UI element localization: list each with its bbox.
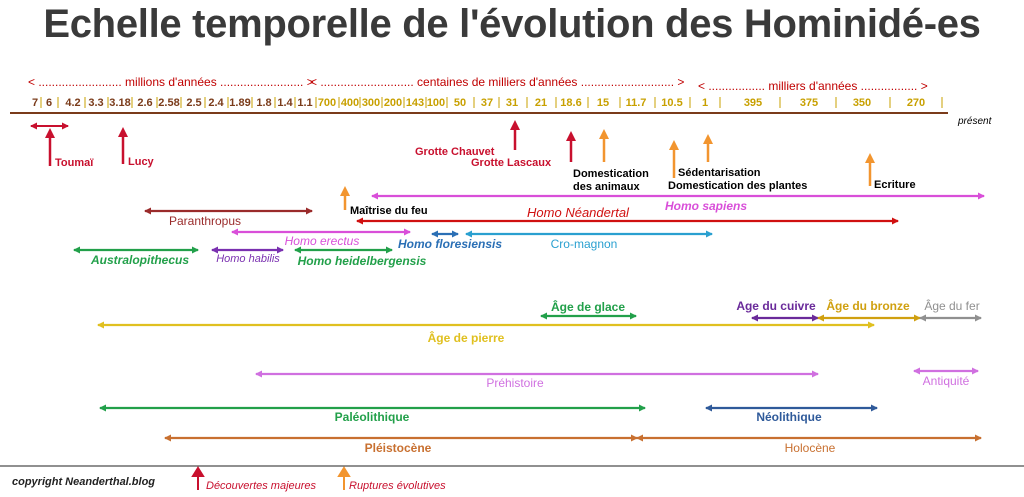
tick-label: 15 <box>597 97 609 109</box>
rupture-arrow-head <box>599 129 609 139</box>
tick-label: 400 <box>341 97 359 109</box>
homo-habilis-bar-label: Homo habilis <box>216 253 280 265</box>
discovery-label: Grotte Chauvet <box>415 146 495 158</box>
prehistoire-bar-label: Préhistoire <box>486 376 544 390</box>
tick-label: 395 <box>744 97 762 109</box>
age-du-cuivre-bar-label: Age du cuivre <box>736 299 816 313</box>
tick-label: 3.18 <box>109 97 130 109</box>
tick-label: 2.6 <box>137 97 152 109</box>
paleolithique-bar-label: Paléolithique <box>335 410 410 424</box>
legend-ruptures-arrow <box>337 466 351 490</box>
discovery-label: Toumaï <box>55 157 94 169</box>
homo-neandertal-bar-label: Homo Néandertal <box>527 205 630 220</box>
rupture-arrow-head <box>865 153 875 163</box>
tick-label: 1.89 <box>229 97 250 109</box>
rupture-label: Ecriture <box>874 179 916 191</box>
rupture-label: Sédentarisation <box>678 167 761 179</box>
legend-discoveries-label: Découvertes majeures <box>206 480 317 492</box>
tick-label: 300 <box>362 97 380 109</box>
age-de-glace-bar-label: Âge de glace <box>551 299 625 314</box>
tick-label: 1.8 <box>256 97 271 109</box>
australopithecus-bar-label: Australopithecus <box>90 253 189 267</box>
diagram-title: Echelle temporelle de l'évolution des Ho… <box>43 2 981 46</box>
header-hundreds-thousands: < ............................ centaines… <box>310 75 684 89</box>
tick-label: 31 <box>506 97 518 109</box>
discovery-label: Grotte Lascaux <box>471 157 552 169</box>
discovery-arrow-head <box>510 120 520 130</box>
holocene-bar-label: Holocène <box>785 441 836 455</box>
tick-label: 143 <box>406 97 424 109</box>
discovery-label: Lucy <box>128 156 155 168</box>
pleistocene-bar-label: Pléistocène <box>365 441 432 455</box>
age-du-fer-bar-label: Âge du fer <box>924 298 979 313</box>
homo-floresiensis-bar-label: Homo floresiensis <box>398 237 502 251</box>
rupture-label: des animaux <box>573 181 641 193</box>
tick-label: 350 <box>853 97 871 109</box>
discovery-arrow-head <box>118 127 128 137</box>
rupture-label: Domestication des plantes <box>668 180 807 192</box>
age-du-bronze-bar-label: Âge du bronze <box>826 298 910 313</box>
tick-label: 6 <box>46 97 52 109</box>
tick-label: 11.7 <box>626 97 647 109</box>
tick-labels: 7 6 4.2 3.3 3.18 2.6 2.58 2.5 2.4 1.89 1.8 1.4 1.1 70… <box>32 97 943 109</box>
tick-label: 100 <box>427 97 445 109</box>
tick-label: 4.2 <box>65 97 80 109</box>
tick-label: 2.4 <box>208 97 224 109</box>
tick-label: 1.4 <box>277 97 293 109</box>
tick-label: 1 <box>702 97 708 109</box>
tick-label: 1.1 <box>297 97 312 109</box>
rupture-arrow-head <box>703 134 713 144</box>
tick-label: 7 <box>32 97 38 109</box>
homo-sapiens-bar-label: Homo sapiens <box>665 199 747 213</box>
range-bars: Homo sapiens Paranthropus Homo Néandertal H… <box>73 192 985 455</box>
neolithique-bar-label: Néolithique <box>756 410 822 424</box>
legend-ruptures-label: Ruptures évolutives <box>349 480 446 492</box>
tick-label: 21 <box>535 97 547 109</box>
discovery-arrow-head <box>566 131 576 141</box>
tick-label: 50 <box>454 97 466 109</box>
antiquite-bar-label: Antiquité <box>923 374 970 388</box>
age-de-pierre-bar-label: Âge de pierre <box>428 330 505 345</box>
discovery-arrow-head <box>45 128 55 138</box>
tick-label: 18.6 <box>560 97 581 109</box>
header-millions: < ......................... millions d'a… <box>28 75 314 89</box>
header-thousands: < ................. milliers d'années ..… <box>698 79 928 93</box>
homo-erectus-bar-label: Homo erectus <box>285 234 360 248</box>
legend-discoveries-arrow <box>191 466 205 490</box>
tick-label: 2.58 <box>158 97 179 109</box>
tick-label: 700 <box>318 97 336 109</box>
tick-label: 375 <box>800 97 818 109</box>
copyright: copyright Neanderthal.blog <box>12 476 155 488</box>
rupture-arrow-head <box>669 140 679 150</box>
rupture-arrow-head <box>340 186 350 196</box>
tick-label: 3.3 <box>88 97 103 109</box>
tick-label: 2.5 <box>186 97 201 109</box>
rupture-label: Maîtrise du feu <box>350 205 428 217</box>
cro-magnon-bar-label: Cro-magnon <box>551 237 618 251</box>
tick-label: 200 <box>384 97 402 109</box>
homo-heidelbergensis-bar-label: Homo heidelbergensis <box>298 254 427 268</box>
rupture-label: Domestication <box>573 168 649 180</box>
tick-label: 270 <box>907 97 925 109</box>
tick-label: 37 <box>481 97 493 109</box>
paranthropus-bar-label: Paranthropus <box>169 214 241 228</box>
present-label: présent <box>957 116 993 127</box>
tick-label: 10.5 <box>661 97 682 109</box>
